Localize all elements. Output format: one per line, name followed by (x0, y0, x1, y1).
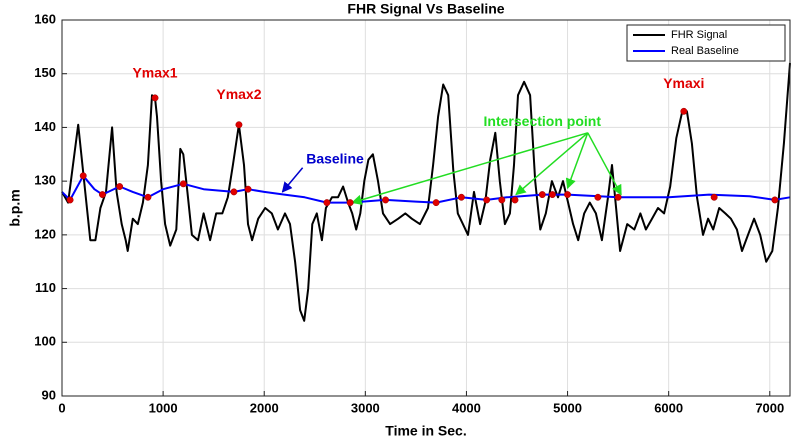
annotation-arrow (351, 132, 588, 205)
marker-point (594, 193, 602, 201)
x-tick-label: 5000 (553, 400, 582, 415)
marker-point (382, 196, 390, 204)
y-tick-label: 150 (34, 65, 56, 80)
marker-point (230, 188, 238, 196)
annotation-arrow (515, 132, 589, 196)
marker-point (457, 193, 465, 201)
annotation: Ymaxi (663, 75, 704, 91)
marker-point (564, 191, 572, 199)
marker-point (680, 107, 688, 115)
legend-label: Real Baseline (671, 45, 739, 57)
marker-point (710, 193, 718, 201)
marker-point (511, 196, 519, 204)
legend-label: FHR Signal (671, 29, 727, 41)
x-tick-label: 0 (58, 400, 65, 415)
series-line (61, 62, 791, 322)
annotation: Ymax2 (216, 86, 261, 102)
y-tick-label: 110 (35, 280, 56, 295)
marker-point (151, 94, 159, 102)
annotation-arrow (565, 132, 589, 190)
x-tick-label: 4000 (452, 400, 481, 415)
x-tick-label: 1000 (149, 400, 178, 415)
marker-point (483, 196, 491, 204)
plot-frame (61, 19, 791, 397)
annotation: Baseline (306, 150, 364, 166)
legend-box (626, 24, 786, 62)
marker-point (79, 172, 87, 180)
marker-point (432, 199, 440, 207)
y-tick-label: 160 (34, 11, 56, 26)
annotation: Intersection point (484, 113, 602, 129)
x-tick-label: 7000 (755, 400, 784, 415)
marker-point (346, 199, 354, 207)
marker-point (98, 191, 106, 199)
y-tick-label: 90 (42, 387, 56, 402)
marker-point (498, 196, 506, 204)
y-tick-label: 120 (34, 226, 56, 241)
annotation-arrow (281, 167, 304, 193)
x-tick-label: 2000 (250, 400, 279, 415)
y-tick-label: 100 (34, 334, 56, 349)
marker-point (538, 191, 546, 199)
marker-point (548, 191, 556, 199)
x-axis-label: Time in Sec. (385, 423, 466, 439)
annotation-arrow (587, 132, 622, 196)
annotation: Ymax1 (132, 64, 177, 80)
marker-point (614, 193, 622, 201)
marker-point (235, 121, 243, 129)
marker-point (179, 180, 187, 188)
chart-title: FHR Signal Vs Baseline (347, 1, 504, 17)
x-tick-label: 6000 (654, 400, 683, 415)
marker-point (323, 199, 331, 207)
x-tick-label: 3000 (351, 400, 380, 415)
marker-point (244, 185, 252, 193)
y-axis-label: b.p.m (7, 189, 23, 226)
marker-point (144, 193, 152, 201)
marker-point (771, 196, 779, 204)
marker-point (66, 196, 74, 204)
marker-point (116, 183, 124, 190)
y-tick-label: 140 (34, 119, 56, 134)
y-tick-label: 130 (34, 173, 56, 188)
